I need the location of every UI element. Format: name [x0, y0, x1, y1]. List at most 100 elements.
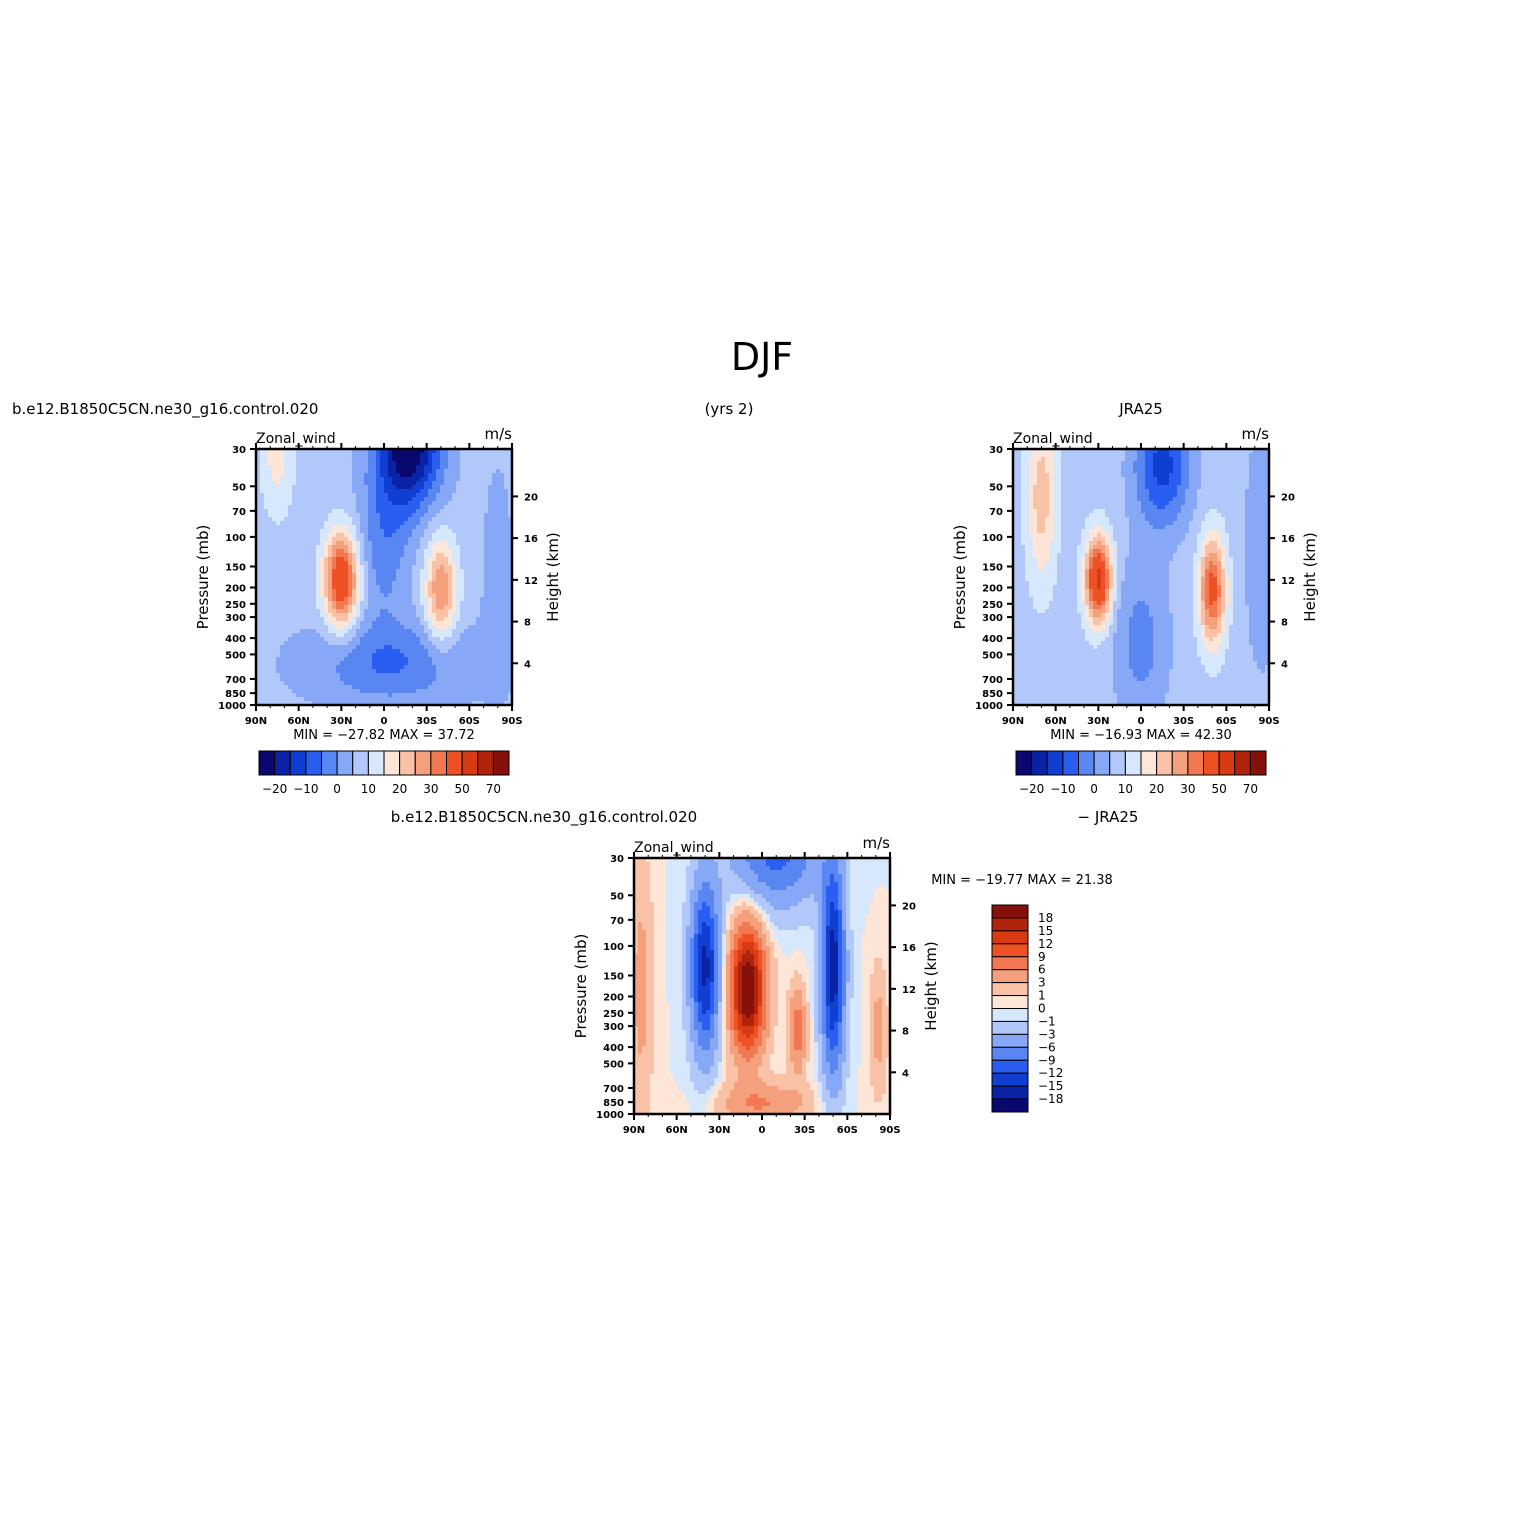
contour-cell	[432, 633, 437, 638]
contour-cell	[408, 677, 413, 682]
contour-cell	[484, 469, 489, 474]
contour-cell	[432, 689, 437, 694]
contour-cell	[464, 521, 469, 526]
contour-cell	[340, 689, 345, 694]
contour-cell	[1141, 481, 1146, 486]
contour-cell	[492, 577, 497, 582]
contour-cell	[328, 697, 333, 702]
contour-cell	[296, 477, 301, 482]
contour-cell	[384, 641, 389, 646]
contour-cell	[484, 461, 489, 466]
contour-cell	[324, 449, 329, 454]
contour-cell	[400, 545, 405, 550]
contour-cell	[332, 609, 337, 614]
contour-cell	[292, 485, 297, 490]
contour-cell	[416, 577, 421, 582]
contour-cell	[456, 565, 461, 570]
contour-cell	[288, 677, 293, 682]
contour-cell	[400, 581, 405, 586]
contour-cell	[1077, 489, 1082, 494]
contour-cell	[268, 605, 273, 610]
contour-cell	[496, 601, 501, 606]
contour-cell	[492, 545, 497, 550]
contour-cell	[360, 469, 365, 474]
contour-cell	[300, 593, 305, 598]
contour-cell	[384, 609, 389, 614]
contour-cell	[496, 561, 501, 566]
contour-cell	[360, 597, 365, 602]
contour-cell	[480, 561, 485, 566]
contour-cell	[372, 557, 377, 562]
contour-cell	[392, 593, 397, 598]
contour-cell	[1049, 485, 1054, 490]
contour-cell	[396, 549, 401, 554]
contour-cell	[316, 569, 321, 574]
contour-cell	[296, 549, 301, 554]
contour-cell	[464, 685, 469, 690]
contour-cell	[444, 661, 449, 666]
contour-cell	[408, 673, 413, 678]
contour-cell	[256, 601, 261, 606]
contour-cell	[1057, 449, 1062, 454]
contour-cell	[1257, 485, 1262, 490]
contour-cell	[400, 573, 405, 578]
contour-cell	[1201, 481, 1206, 486]
contour-cell	[272, 481, 277, 486]
contour-cell	[360, 541, 365, 546]
contour-cell	[276, 641, 281, 646]
contour-cell	[428, 477, 433, 482]
contour-cell	[276, 553, 281, 558]
contour-cell	[452, 577, 457, 582]
contour-cell	[492, 457, 497, 462]
contour-cell	[452, 597, 457, 602]
contour-cell	[436, 677, 441, 682]
contour-cell	[264, 589, 269, 594]
contour-cell	[368, 677, 373, 682]
contour-cell	[268, 461, 273, 466]
contour-cell	[284, 593, 289, 598]
contour-cell	[500, 673, 505, 678]
contour-cell	[408, 617, 413, 622]
contour-cell	[1089, 461, 1094, 466]
contour-cell	[376, 533, 381, 538]
contour-cell	[452, 473, 457, 478]
contour-cell	[1181, 461, 1186, 466]
contour-cell	[348, 465, 353, 470]
contour-cell	[400, 457, 405, 462]
contour-cell	[416, 589, 421, 594]
contour-cell	[376, 693, 381, 698]
contour-cell	[276, 677, 281, 682]
contour-cell	[420, 549, 425, 554]
contour-cell	[468, 665, 473, 670]
contour-cell	[368, 597, 373, 602]
contour-cell	[324, 665, 329, 670]
contour-cell	[424, 585, 429, 590]
contour-cell	[340, 605, 345, 610]
contour-cell	[412, 569, 417, 574]
contour-cell	[428, 621, 433, 626]
contour-cell	[300, 525, 305, 530]
contour-cell	[352, 629, 357, 634]
contour-cell	[312, 477, 317, 482]
contour-cell	[444, 657, 449, 662]
contour-cell	[288, 601, 293, 606]
contour-cell	[468, 541, 473, 546]
contour-cell	[464, 485, 469, 490]
contour-cell	[388, 537, 393, 542]
contour-cell	[348, 645, 353, 650]
contour-cell	[344, 561, 349, 566]
contour-cell	[416, 497, 421, 502]
contour-cell	[332, 625, 337, 630]
contour-cell	[368, 465, 373, 470]
contour-cell	[504, 633, 509, 638]
contour-cell	[400, 689, 405, 694]
contour-cell	[264, 637, 269, 642]
contour-cell	[388, 453, 393, 458]
contour-cell	[1193, 457, 1198, 462]
contour-cell	[1081, 493, 1086, 498]
contour-cell	[308, 657, 313, 662]
contour-cell	[348, 485, 353, 490]
contour-cell	[412, 533, 417, 538]
contour-cell	[332, 485, 337, 490]
contour-cell	[484, 473, 489, 478]
